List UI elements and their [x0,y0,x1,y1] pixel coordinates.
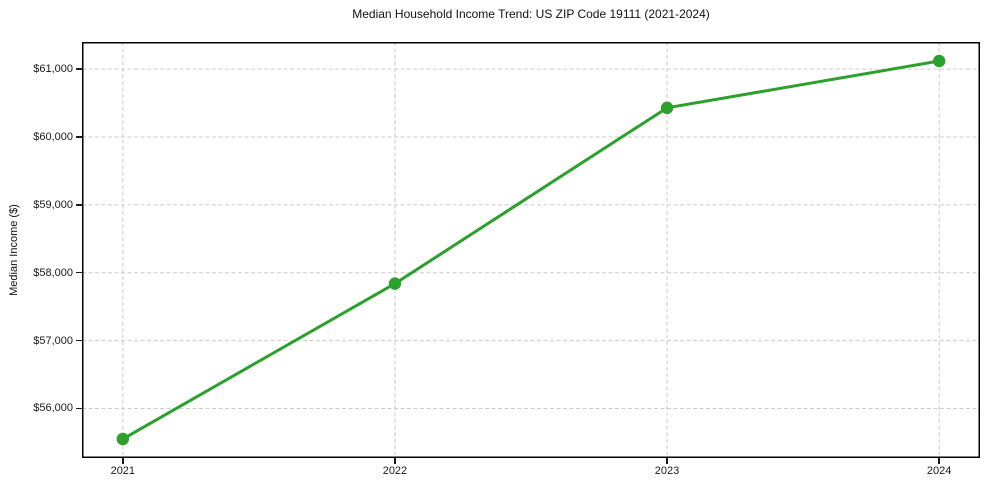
data-point [932,54,946,68]
x-tick-label: 2021 [110,465,136,477]
y-tick-mark [76,68,82,70]
y-axis-title: Median Income ($) [8,204,20,296]
x-tick-label: 2022 [382,465,408,477]
plot-frame [82,42,980,458]
y-tick-label: $60,000 [33,131,73,143]
x-tick-mark [122,458,124,464]
y-tick-label: $56,000 [33,402,73,415]
data-point [660,101,674,115]
x-tick-mark [938,458,940,464]
data-point [116,432,130,446]
y-tick-label: $58,000 [33,266,73,279]
y-tick-label: $57,000 [33,334,73,347]
chart-title: Median Household Income Trend: US ZIP Co… [352,7,710,21]
data-point [388,277,402,290]
y-tick-mark [76,339,82,342]
x-tick-label: 2023 [654,465,680,477]
x-tick-label: 2024 [926,465,952,477]
y-tick-label: $59,000 [33,198,73,211]
series-line [122,59,940,441]
y-tick-mark [76,271,82,274]
x-tick-mark [666,458,668,464]
y-tick-mark [76,204,82,206]
x-tick-mark [394,458,396,464]
y-tick-mark [76,136,82,138]
y-tick-mark [76,407,82,410]
y-tick-label: $61,000 [33,63,73,76]
plot-area: $56,000 $57,000 $58,000 $59,000 $60,000 $61,0… [33,42,980,477]
plot-svg [82,42,980,458]
